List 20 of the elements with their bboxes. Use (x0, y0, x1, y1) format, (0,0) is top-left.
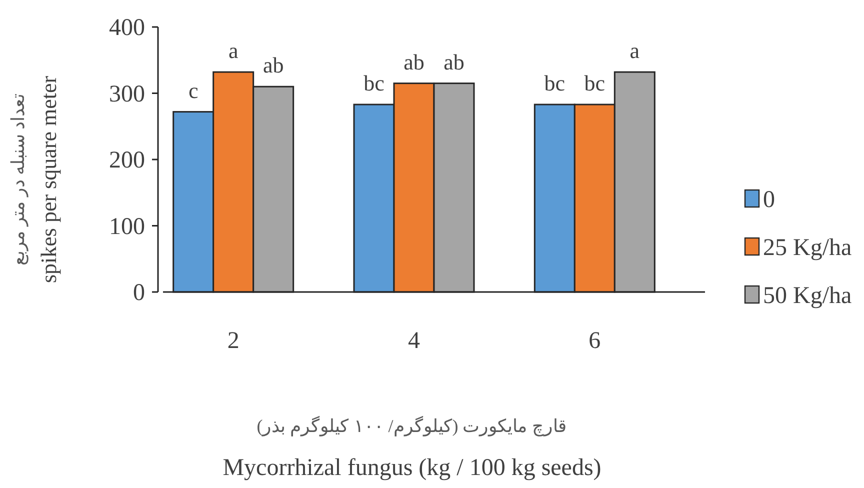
annotation: a (228, 38, 238, 64)
legend-label: 50 Kg/ha (763, 283, 852, 309)
annotation: bc (364, 70, 385, 96)
annotation: bc (584, 70, 606, 96)
legend-label: 25 Kg/ha (763, 235, 852, 261)
annotation: ab (404, 49, 424, 74)
annotation: ab (444, 49, 464, 74)
x-tick-label: 2 (227, 328, 240, 354)
y-tick-label: 0 (133, 280, 145, 306)
y-tick-label: 100 (109, 214, 145, 240)
annotation: bc (544, 70, 566, 96)
y-tick-label: 400 (109, 15, 145, 41)
x-tick-label: 4 (408, 328, 420, 354)
annotation: c (188, 78, 198, 103)
annotation: a (630, 38, 640, 64)
y-tick-label: 200 (109, 148, 145, 174)
annotation: ab (262, 52, 284, 78)
legend-label: 0 (763, 187, 775, 213)
y-tick-label: 300 (109, 81, 145, 108)
x-tick-label: 6 (588, 328, 601, 354)
